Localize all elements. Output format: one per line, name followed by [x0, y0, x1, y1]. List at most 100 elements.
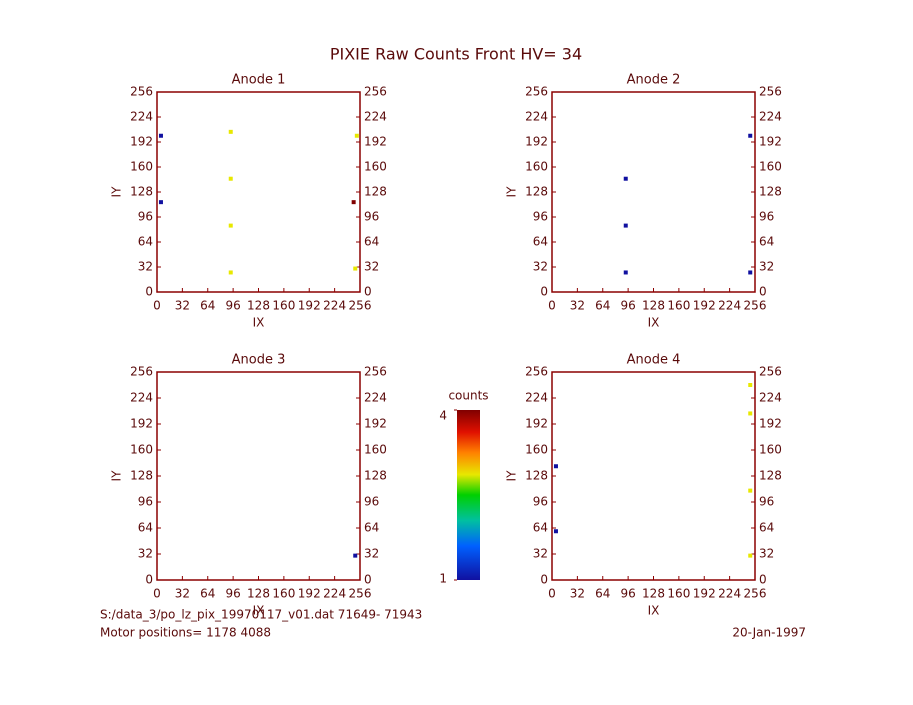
y-tick-label: 32 [533, 547, 548, 561]
x-tick-label: 192 [298, 587, 321, 601]
y-tick-label: 64 [759, 235, 774, 249]
y-tick-label: 128 [130, 469, 153, 483]
y-tick-label: 64 [364, 521, 379, 535]
y-tick-label: 256 [364, 85, 387, 99]
y-tick-label: 160 [759, 443, 782, 457]
x-tick-label: 192 [693, 299, 716, 313]
x-tick-label: 64 [595, 587, 610, 601]
y-tick-label: 32 [364, 260, 379, 274]
y-tick-label: 0 [540, 285, 548, 299]
y-tick-label: 224 [130, 391, 153, 405]
x-tick-label: 256 [744, 587, 767, 601]
x-tick-label: 128 [247, 299, 270, 313]
y-tick-label: 96 [138, 495, 153, 509]
y-tick-label: 32 [138, 260, 153, 274]
y-tick-label: 192 [525, 135, 548, 149]
y-tick-label: 192 [130, 417, 153, 431]
y-tick-label: 128 [525, 185, 548, 199]
y-tick-label: 96 [533, 210, 548, 224]
x-tick-label: 160 [272, 587, 295, 601]
y-axis-label: IY [505, 470, 519, 482]
y-tick-label: 0 [759, 573, 767, 587]
x-tick-label: 128 [642, 299, 665, 313]
x-tick-label: 224 [323, 299, 346, 313]
y-tick-label: 0 [540, 573, 548, 587]
x-tick-label: 256 [744, 299, 767, 313]
y-tick-label: 96 [759, 210, 774, 224]
y-tick-label: 128 [364, 469, 387, 483]
y-axis-label: IY [110, 186, 124, 198]
x-tick-label: 32 [570, 299, 585, 313]
y-tick-label: 224 [759, 110, 782, 124]
y-tick-label: 64 [364, 235, 379, 249]
y-tick-label: 160 [130, 443, 153, 457]
count-pixel [553, 464, 558, 469]
footer-file: S:/data_3/po_lz_pix_19970117_v01.dat 716… [100, 608, 422, 622]
y-tick-label: 192 [364, 417, 387, 431]
y-tick-label: 224 [364, 391, 387, 405]
panel-title: Anode 1 [232, 73, 286, 88]
x-tick-label: 0 [548, 587, 556, 601]
y-tick-label: 0 [145, 285, 153, 299]
y-tick-label: 96 [364, 210, 379, 224]
x-tick-label: 96 [620, 299, 635, 313]
y-tick-label: 160 [130, 160, 153, 174]
y-tick-label: 0 [145, 573, 153, 587]
panel-title: Anode 2 [627, 73, 681, 88]
count-pixel [748, 383, 753, 387]
y-tick-label: 256 [525, 365, 548, 379]
x-tick-label: 64 [595, 299, 610, 313]
y-tick-label: 0 [364, 573, 372, 587]
x-tick-label: 224 [718, 587, 741, 601]
y-tick-label: 32 [759, 260, 774, 274]
x-tick-label: 32 [570, 587, 585, 601]
y-tick-label: 96 [138, 210, 153, 224]
count-pixel [228, 270, 233, 275]
count-pixel [158, 133, 163, 138]
x-tick-label: 192 [693, 587, 716, 601]
y-tick-label: 256 [759, 85, 782, 99]
count-pixel [748, 270, 753, 275]
y-tick-label: 224 [525, 391, 548, 405]
y-tick-label: 192 [525, 417, 548, 431]
x-tick-label: 0 [153, 299, 161, 313]
count-pixel [748, 133, 753, 138]
colorbar [457, 410, 480, 580]
panel-title: Anode 3 [232, 353, 286, 368]
count-pixel [228, 223, 233, 228]
y-tick-label: 128 [364, 185, 387, 199]
y-axis-label: IY [505, 186, 519, 198]
y-tick-label: 192 [759, 417, 782, 431]
y-tick-label: 256 [759, 365, 782, 379]
y-tick-label: 64 [533, 521, 548, 535]
plot-frame [551, 91, 756, 293]
y-tick-label: 96 [759, 495, 774, 509]
x-tick-label: 96 [225, 299, 240, 313]
x-tick-label: 0 [548, 299, 556, 313]
y-tick-label: 0 [759, 285, 767, 299]
x-axis-label: IX [648, 316, 660, 330]
x-axis-label: IX [253, 316, 265, 330]
count-pixel [748, 488, 753, 493]
count-pixel [353, 553, 358, 558]
y-tick-label: 32 [138, 547, 153, 561]
y-tick-label: 128 [759, 185, 782, 199]
y-tick-label: 256 [130, 85, 153, 99]
chart-title: PIXIE Raw Counts Front HV= 34 [330, 45, 582, 64]
y-tick-label: 64 [533, 235, 548, 249]
footer-date: 20-Jan-1997 [732, 626, 806, 640]
count-pixel [623, 270, 628, 275]
x-tick-label: 64 [200, 587, 215, 601]
x-tick-label: 96 [225, 587, 240, 601]
y-tick-label: 160 [759, 160, 782, 174]
plot-frame [156, 91, 361, 293]
count-pixel [553, 529, 558, 534]
x-tick-label: 64 [200, 299, 215, 313]
count-pixel [354, 133, 359, 138]
count-pixel [623, 176, 628, 181]
y-tick-label: 128 [759, 469, 782, 483]
count-pixel [158, 200, 163, 205]
x-tick-label: 256 [349, 587, 372, 601]
y-tick-label: 192 [759, 135, 782, 149]
